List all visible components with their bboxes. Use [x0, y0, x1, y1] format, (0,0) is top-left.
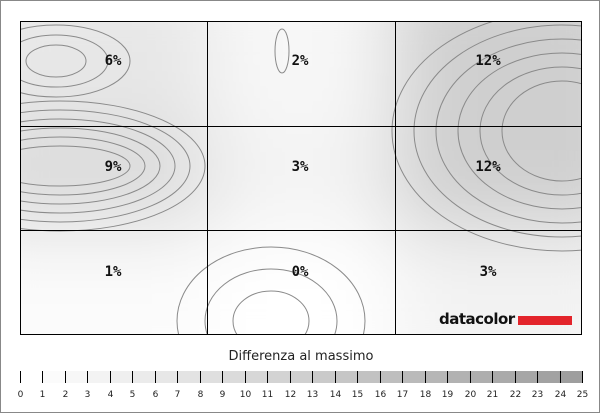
- contour-lines: [20, 21, 582, 335]
- colorbar-segment-21: [492, 371, 516, 383]
- heat-cell-r2c3: [394, 125, 582, 231]
- colorbar-segment-9: [222, 371, 246, 383]
- colorbar-tick-label-25: 25: [577, 390, 588, 400]
- heat-cell-r3c1: [20, 230, 208, 335]
- grid-lines: [20, 21, 582, 335]
- cell-label-r2c1: 9%: [104, 159, 122, 175]
- datacolor-logo: datacolor: [439, 310, 515, 328]
- contour-bottom-1: [232, 290, 310, 335]
- cell-label-r1c3: 12%: [475, 53, 501, 69]
- contour-bottom-3: [176, 246, 366, 335]
- colorbar-tick-label-21: 21: [487, 390, 498, 400]
- colorbar-tick-label-1: 1: [40, 390, 46, 400]
- colorbar-tick-label-18: 18: [420, 390, 432, 400]
- colorbar-segment-17: [402, 371, 426, 383]
- colorbar-segment-8: [199, 371, 223, 383]
- colorbar-tick-label-8: 8: [198, 390, 204, 400]
- colorbar-segment-16: [379, 371, 403, 383]
- cell-label-r2c2: 3%: [291, 159, 309, 175]
- colorbar-tick-label-15: 15: [352, 390, 363, 400]
- contour-topleft-2: [20, 34, 109, 88]
- colorbar-title: Differenza al massimo: [228, 349, 374, 364]
- colorbar-tick-label-9: 9: [220, 390, 226, 400]
- contour-right-2: [479, 66, 582, 196]
- colorbar-segment-12: [289, 371, 313, 383]
- colorbar-segment-20: [469, 371, 493, 383]
- cell-label-r2c3: 12%: [475, 159, 501, 175]
- contour-topleft-1: [25, 44, 87, 78]
- contour-right-1: [501, 80, 582, 182]
- colorbar-tick-label-7: 7: [175, 390, 181, 400]
- colorbar-segment-11: [267, 371, 291, 383]
- colorbar-segment-18: [424, 371, 448, 383]
- colorbar-tick-label-5: 5: [130, 390, 136, 400]
- contour-left-4: [20, 118, 176, 214]
- colorbar-segment-19: [447, 371, 471, 383]
- colorbar-tick-label-11: 11: [262, 390, 273, 400]
- colorbar-tick-label-16: 16: [375, 390, 387, 400]
- colorbar-segment-22: [514, 371, 538, 383]
- colorbar: 0 1 2 3 4 5 6 7 8 9 10 11 12 13 14 15 16 17 18 19 20 21 22 23 24…: [18, 371, 588, 400]
- colorbar-segment-24: [559, 371, 583, 383]
- colorbar-segment-14: [334, 371, 358, 383]
- cell-label-r3c2: 0%: [291, 264, 309, 280]
- colorbar-tick-label-6: 6: [153, 390, 159, 400]
- colorbar-segment-1: [42, 371, 66, 383]
- colorbar-segment-4: [109, 371, 133, 383]
- colorbar-segment-13: [312, 371, 336, 383]
- contour-left-5: [20, 109, 191, 223]
- contour-left-3: [20, 127, 161, 205]
- cell-label-r3c3: 3%: [479, 264, 497, 280]
- colorbar-tick-label-23: 23: [532, 390, 543, 400]
- colorbar-tick-label-17: 17: [397, 390, 408, 400]
- contour-left-1: [20, 145, 131, 187]
- contour-right-5: [413, 24, 582, 238]
- contour-topleft-3: [20, 24, 131, 98]
- colorbar-tick-label-2: 2: [63, 390, 69, 400]
- heat-cell-r1c3: [394, 21, 582, 126]
- colorbar-tick-label-13: 13: [307, 390, 318, 400]
- cell-label-r1c1: 6%: [104, 53, 122, 69]
- cell-label-r3c1: 1%: [104, 264, 122, 280]
- heat-cell-r2c2: [207, 125, 395, 231]
- contour-top-center: [274, 28, 290, 74]
- colorbar-segment-7: [177, 371, 201, 383]
- colorbar-tick-label-24: 24: [555, 390, 567, 400]
- colorbar-segment-10: [244, 371, 268, 383]
- colorbar-tick-label-20: 20: [465, 390, 477, 400]
- colorbar-segment-15: [357, 371, 381, 383]
- colorbar-segment-2: [64, 371, 88, 383]
- colorbar-segment-5: [132, 371, 156, 383]
- colorbar-tick-label-12: 12: [285, 390, 296, 400]
- colorbar-tick-label-22: 22: [510, 390, 521, 400]
- heatmap-plot: [20, 21, 582, 335]
- heat-cell-r3c2: [207, 230, 395, 335]
- colorbar-tick-label-0: 0: [18, 390, 24, 400]
- colorbar-tick-label-10: 10: [240, 390, 252, 400]
- logo-red-bar: [518, 316, 572, 325]
- colorbar-tick-label-14: 14: [330, 390, 342, 400]
- colorbar-segment-23: [537, 371, 561, 383]
- colorbar-tick-label-3: 3: [85, 390, 91, 400]
- heat-cell-r1c2: [207, 21, 395, 126]
- contour-right-3: [457, 52, 582, 210]
- contour-right-4: [435, 38, 582, 224]
- colorbar-segment-6: [154, 371, 178, 383]
- contour-bottom-2: [204, 268, 338, 335]
- colorbar-segment-0: [20, 371, 43, 383]
- cell-label-r1c2: 2%: [291, 53, 309, 69]
- contour-left-2: [20, 136, 146, 196]
- colorbar-tick-label-19: 19: [442, 390, 454, 400]
- colorbar-segment-3: [87, 371, 111, 383]
- contour-right-6: [391, 21, 582, 252]
- plot-border: [20, 21, 582, 335]
- colorbar-tick-label-4: 4: [108, 390, 114, 400]
